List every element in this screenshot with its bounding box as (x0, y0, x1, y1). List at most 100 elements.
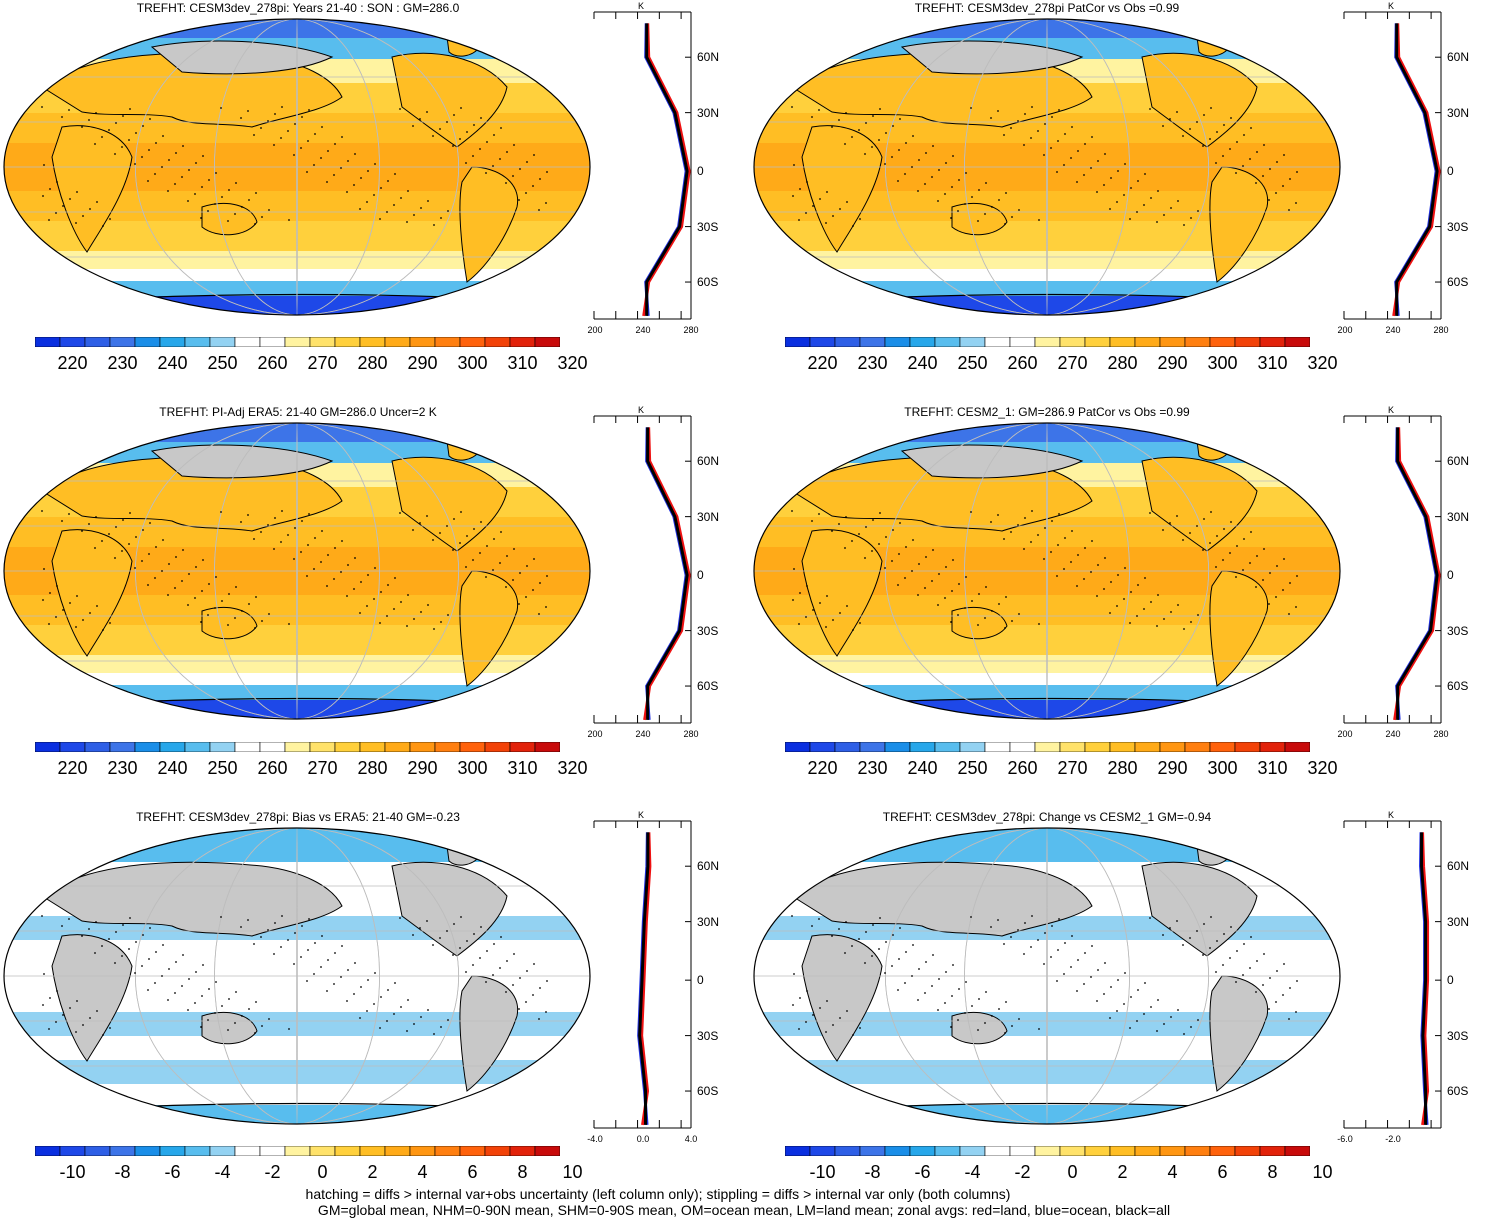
stipple-dot (1057, 140, 1059, 142)
stipple-dot (1024, 922, 1026, 924)
footer-line-1: hatching = diffs > internal var+obs unce… (305, 1186, 1011, 1202)
stipple-dot (832, 619, 834, 621)
lat-band (754, 1105, 1340, 1124)
stipple-dot (793, 973, 795, 975)
stipple-dot (479, 148, 481, 150)
stipple-dot (175, 961, 177, 963)
stipple-dot (932, 549, 934, 551)
colorbar-tick-label: 260 (257, 353, 288, 373)
stipple-dot (161, 975, 163, 977)
stipple-dot (519, 572, 521, 574)
latitude-label: 60N (697, 859, 720, 874)
stipple-dot (426, 111, 428, 113)
stipple-dot (88, 928, 90, 930)
colorbar-swatch (1059, 1146, 1086, 1156)
stipple-dot (884, 567, 886, 569)
stipple-dot (135, 536, 137, 538)
stipple-dot (846, 605, 848, 607)
stipple-dot (1050, 147, 1052, 149)
longitude-gridline (964, 19, 1130, 315)
stipple-dot (374, 567, 376, 569)
colorbar (785, 337, 1310, 347)
stipple-dot (1083, 174, 1085, 176)
stipple-dot (306, 575, 308, 577)
colorbar-swatch (35, 337, 61, 347)
stipple-dot (513, 953, 515, 955)
stipple-dot (944, 597, 946, 599)
stipple-dot (1203, 923, 1205, 925)
stipple-dot (545, 606, 547, 608)
stipple-dot (472, 559, 474, 561)
stipple-dot (1288, 1018, 1290, 1020)
colorbar-swatch (84, 742, 111, 752)
map-title: TREFHT: CESM3dev_278pi: Change vs CESM2_… (882, 810, 1212, 824)
stipple-dot (134, 567, 136, 569)
stipple-dot (480, 117, 482, 119)
stipple-dot (129, 917, 131, 919)
stipple-dot (978, 998, 980, 1000)
stipple-dot (1043, 963, 1045, 965)
zonal-land-line (640, 832, 652, 1126)
zonal-x-tick-label: 0.0 (636, 1134, 650, 1144)
stipple-dot (220, 511, 222, 513)
stipple-dot (149, 118, 151, 120)
stipple-dot (427, 200, 429, 202)
stipple-dot (480, 521, 482, 523)
stipple-dot (844, 547, 846, 549)
stipple-dot (1243, 538, 1245, 540)
stipple-dot (845, 112, 847, 114)
longitude-gridline (296, 828, 298, 1124)
continent-shape (51, 125, 133, 253)
colorbar-swatch (35, 1146, 61, 1156)
stipple-dot (221, 196, 223, 198)
stipple-dot (446, 930, 448, 932)
stipple-dot (1197, 210, 1199, 212)
stipple-dot (1117, 979, 1119, 981)
stipple-dot (94, 952, 96, 954)
stipple-dot (1090, 976, 1092, 978)
stipple-dot (76, 191, 78, 193)
stipple-dot (241, 610, 243, 612)
stipple-dot (1242, 569, 1244, 571)
colorbar (785, 742, 1310, 752)
lat-band (754, 655, 1340, 674)
latitude-label: 30N (697, 105, 720, 120)
stipple-dot (267, 524, 269, 526)
stipple-dot (175, 556, 177, 558)
stipple-dot (406, 221, 408, 223)
stipple-dot (1096, 191, 1098, 193)
longitude-gridline (964, 423, 1130, 719)
stipple-dot (525, 192, 527, 194)
stipple-dot (1289, 987, 1291, 989)
colorbar-swatch (1209, 1146, 1236, 1156)
stipple-dot (141, 156, 143, 158)
stipple-dot (812, 1014, 814, 1016)
colorbar-tick-label: 8 (517, 1162, 528, 1182)
colorbar-swatch (884, 742, 911, 752)
latitude-label: 30S (1447, 623, 1469, 638)
colorbar-swatch (1234, 337, 1261, 347)
stipple-dot (839, 1017, 841, 1019)
colorbar-swatch (234, 1146, 261, 1156)
zonal-all-line (645, 23, 689, 316)
zonal-x-tick-label: 4.0 (684, 1134, 698, 1144)
stipple-dot (513, 548, 515, 550)
colorbar-swatch (459, 742, 486, 752)
stipple-dot (280, 946, 282, 948)
stipple-dot (997, 514, 999, 516)
stipple-dot (952, 964, 954, 966)
colorbar-swatch (909, 1146, 936, 1156)
stipple-dot (1222, 964, 1224, 966)
stipple-dot (148, 149, 150, 151)
stipple-dot (122, 115, 124, 117)
colorbar-swatch (509, 742, 536, 752)
stipple-dot (432, 135, 434, 137)
stipple-dot (798, 623, 800, 625)
stipple-dot (1037, 939, 1039, 941)
stipple-dot (109, 1027, 111, 1029)
stipple-dot (135, 132, 137, 134)
stipple-dot (359, 612, 361, 614)
stipple-dot (1051, 520, 1053, 522)
stipple-dot (965, 981, 967, 983)
stipple-dot (188, 978, 190, 980)
